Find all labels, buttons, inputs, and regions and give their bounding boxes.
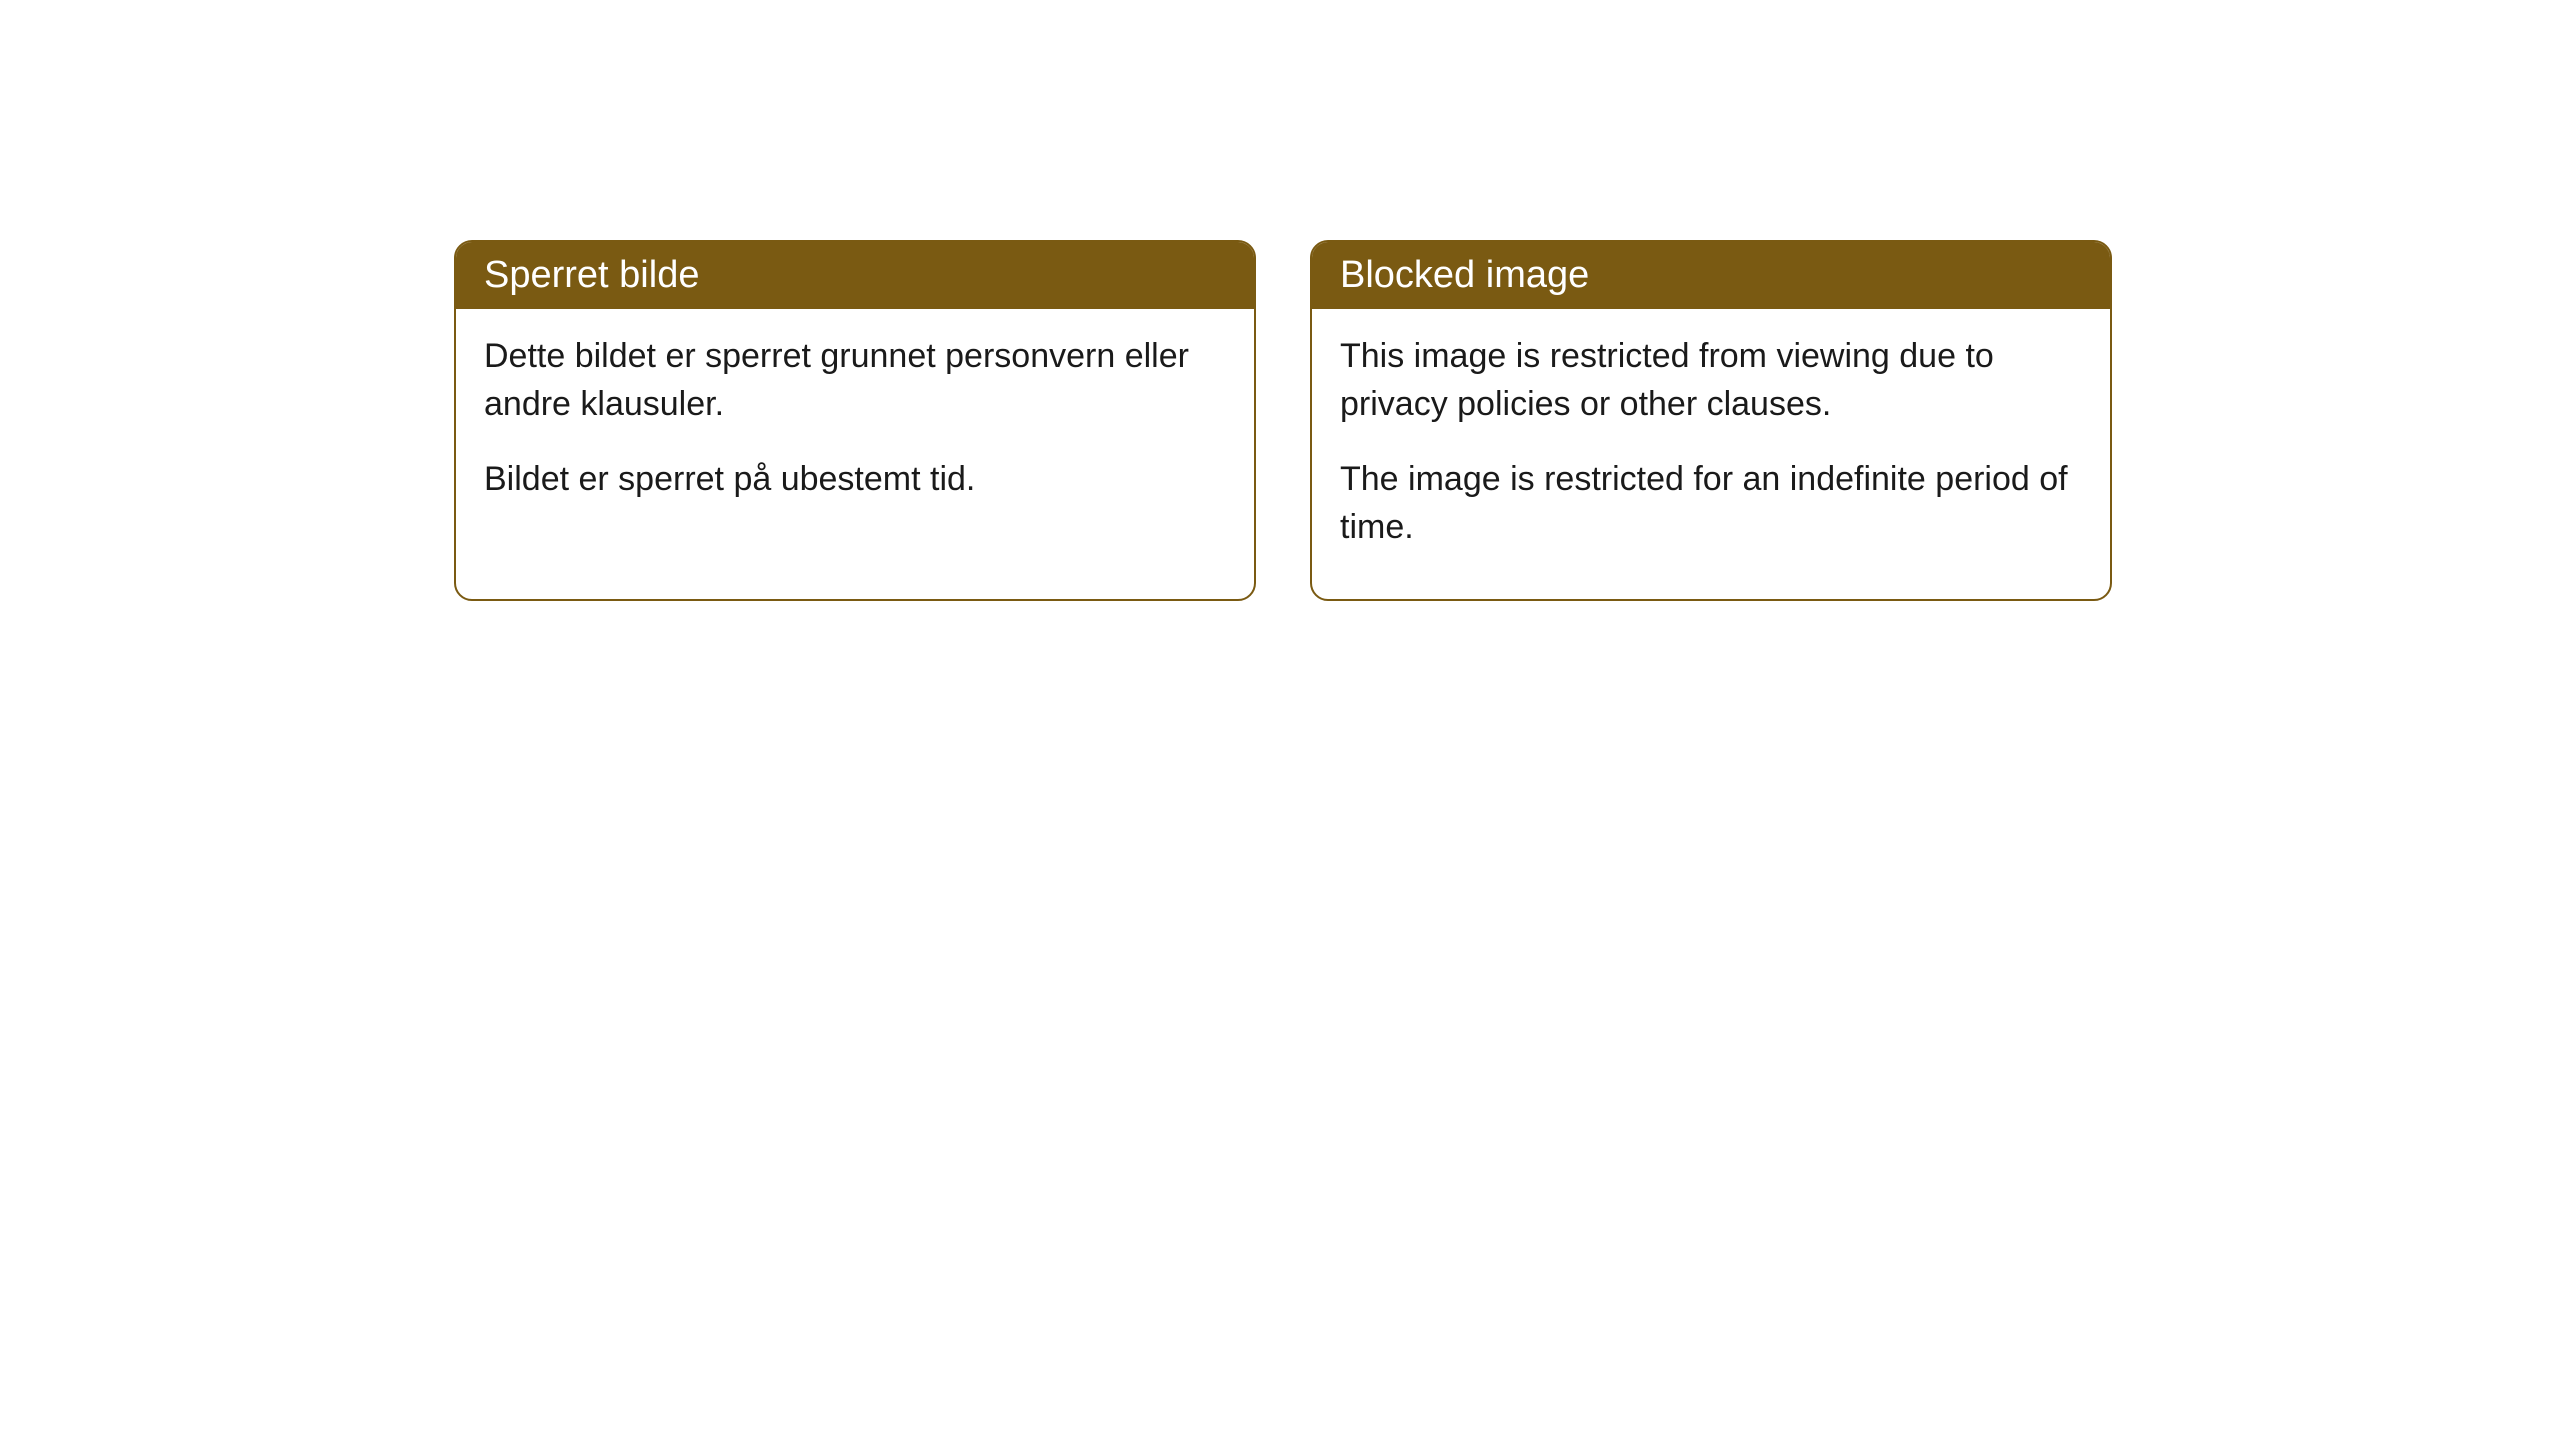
card-header: Sperret bilde [456, 242, 1254, 309]
card-paragraph: Bildet er sperret på ubestemt tid. [484, 456, 1226, 504]
card-header: Blocked image [1312, 242, 2110, 309]
notice-container: Sperret bilde Dette bildet er sperret gr… [454, 240, 2112, 601]
card-body: This image is restricted from viewing du… [1312, 309, 2110, 599]
card-title: Blocked image [1340, 254, 1589, 296]
notice-card-norwegian: Sperret bilde Dette bildet er sperret gr… [454, 240, 1256, 601]
card-paragraph: The image is restricted for an indefinit… [1340, 456, 2082, 551]
card-title: Sperret bilde [484, 254, 699, 296]
notice-card-english: Blocked image This image is restricted f… [1310, 240, 2112, 601]
card-paragraph: This image is restricted from viewing du… [1340, 333, 2082, 428]
card-body: Dette bildet er sperret grunnet personve… [456, 309, 1254, 552]
card-paragraph: Dette bildet er sperret grunnet personve… [484, 333, 1226, 428]
